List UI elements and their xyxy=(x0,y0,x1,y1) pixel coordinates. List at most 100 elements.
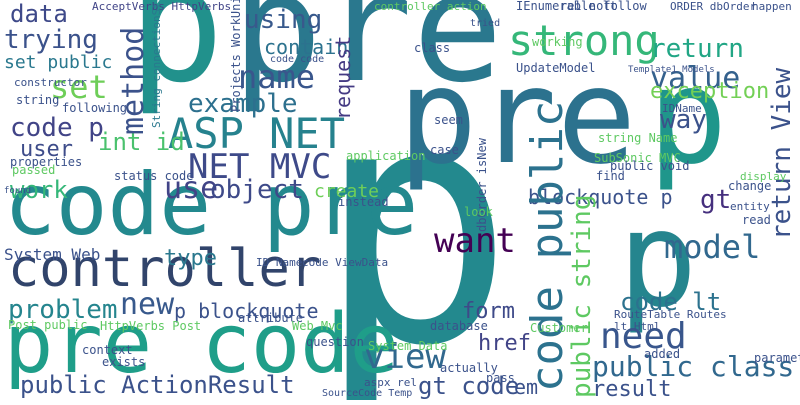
word: passed xyxy=(12,163,55,177)
word: public string xyxy=(567,195,597,399)
word: status code xyxy=(114,169,193,183)
word: example xyxy=(188,89,298,119)
word: value xyxy=(650,61,740,96)
word: trying xyxy=(4,25,98,55)
word: display xyxy=(740,170,787,183)
word: public ActionResult xyxy=(20,371,295,399)
word: System Data xyxy=(368,339,447,353)
word: look xyxy=(464,205,494,219)
word: ASP NET xyxy=(168,109,345,158)
word: exists xyxy=(102,355,145,369)
word: string xyxy=(16,93,59,107)
word: want xyxy=(434,221,516,261)
word: blockquote p xyxy=(528,185,673,209)
word: code public xyxy=(522,101,573,392)
word: properties xyxy=(10,155,82,169)
word: pass xyxy=(486,371,515,385)
word: attribute xyxy=(238,311,303,325)
word: object xyxy=(210,175,304,205)
word: context xyxy=(82,343,133,357)
word: NET MVC xyxy=(188,147,331,187)
word: p blockquote xyxy=(174,299,319,323)
word: new xyxy=(120,287,175,322)
word: request xyxy=(331,36,355,120)
word: question xyxy=(306,335,364,349)
word: RouteTable Routes xyxy=(614,308,727,321)
word: way xyxy=(660,105,707,135)
word: string Name xyxy=(598,131,677,145)
word: p xyxy=(618,183,697,337)
word: name xyxy=(238,58,315,96)
word: constructor xyxy=(14,76,87,89)
word: String connectionString xyxy=(150,0,163,128)
word: class xyxy=(414,41,450,55)
word: gt code xyxy=(418,372,519,400)
word: code ViewData xyxy=(302,256,388,269)
word: pre code xyxy=(4,297,399,392)
word: UpdateModel xyxy=(516,61,595,75)
word: IEnumerable lt xyxy=(516,0,617,13)
word: change xyxy=(728,179,771,193)
word: return xyxy=(650,34,744,64)
word: using xyxy=(244,5,322,35)
word: form xyxy=(462,299,515,324)
word: AcceptVerbs HttpVerbs xyxy=(92,0,231,13)
word: data xyxy=(10,0,68,28)
word: use xyxy=(164,171,218,206)
word: instead xyxy=(338,195,389,209)
word: code lt xyxy=(620,288,721,316)
word: model xyxy=(664,228,760,266)
word: case xyxy=(430,143,459,157)
word: read xyxy=(742,213,771,227)
word: exception xyxy=(650,79,769,104)
word: controller action xyxy=(374,0,487,13)
word: following xyxy=(62,101,127,115)
word: Projects WorkUnits xyxy=(229,0,243,112)
word: found xyxy=(4,186,31,196)
word: strong xyxy=(508,16,660,65)
word: result xyxy=(592,377,671,400)
word: entity xyxy=(730,200,770,213)
word: contain xyxy=(264,35,348,59)
word: HttpVerbs Post xyxy=(100,319,201,333)
word: p xyxy=(316,34,515,400)
word: gt xyxy=(700,185,731,215)
word: p xyxy=(128,0,224,118)
word: happen xyxy=(752,0,792,13)
word: user xyxy=(20,137,73,162)
word: lt Html xyxy=(614,320,660,333)
word: Template1 Models xyxy=(628,65,715,75)
word: parameter xyxy=(754,351,800,365)
word: pre xyxy=(398,40,636,194)
word: aspx rel xyxy=(364,376,417,389)
word: Web Mvc xyxy=(292,319,343,333)
word: SubSonic MVC xyxy=(594,151,681,165)
word: href xyxy=(478,331,531,356)
word: code pre xyxy=(4,155,418,255)
word: tried xyxy=(470,18,500,29)
word: ORDER dbOrder xyxy=(670,0,756,13)
word: public class xyxy=(592,350,794,383)
word: seem xyxy=(434,113,463,127)
word: method xyxy=(116,27,151,135)
word: code p xyxy=(10,113,104,143)
word: IDName xyxy=(662,102,702,115)
word: return View xyxy=(767,67,797,240)
word: set xyxy=(50,68,108,106)
word: actually xyxy=(440,361,498,375)
word: ID Name xyxy=(256,256,302,269)
word: p xyxy=(648,40,727,194)
word: added xyxy=(644,347,680,361)
word: controller xyxy=(8,239,321,299)
word: problem xyxy=(8,295,118,325)
word: create xyxy=(314,181,379,202)
word: database xyxy=(430,319,488,333)
word: need xyxy=(600,316,687,357)
word: Customer xyxy=(530,321,588,335)
word: work xyxy=(10,176,68,204)
word: code code xyxy=(270,54,324,65)
word: type xyxy=(164,246,217,271)
word: public void xyxy=(610,159,689,173)
word: rel nofollow xyxy=(560,0,647,13)
